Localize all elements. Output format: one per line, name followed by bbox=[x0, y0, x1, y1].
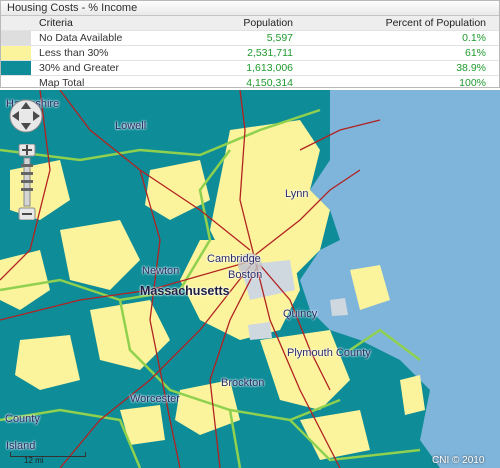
legend-row-no-data: No Data Available 5,597 0.1% bbox=[1, 31, 499, 46]
legend-panel: Housing Costs - % Income Criteria Popula… bbox=[0, 0, 500, 91]
pan-arrows-icon[interactable] bbox=[8, 98, 44, 134]
percent-value: 0.1% bbox=[462, 32, 486, 44]
scale-label: 12 mi bbox=[24, 456, 44, 465]
legend-row-high: 30% and Greater 1,613,006 38.9% bbox=[1, 61, 499, 76]
high-swatch bbox=[1, 61, 31, 75]
population-header: Population bbox=[243, 17, 293, 29]
pan-control[interactable] bbox=[8, 98, 44, 134]
place-label: Lowell bbox=[115, 120, 147, 132]
no-data-swatch bbox=[1, 31, 31, 45]
criteria-label: No Data Available bbox=[39, 32, 123, 44]
population-value: 1,613,006 bbox=[246, 62, 293, 74]
criteria-header: Criteria bbox=[39, 17, 73, 29]
place-label: Worcester bbox=[130, 393, 180, 405]
criteria-label: Map Total bbox=[39, 77, 85, 89]
legend-row-low: Less than 30% 2,531,711 61% bbox=[1, 46, 499, 61]
place-label: Island bbox=[6, 440, 36, 452]
criteria-label: Less than 30% bbox=[39, 47, 109, 59]
scale-bar bbox=[10, 452, 86, 457]
population-value: 5,597 bbox=[266, 32, 293, 44]
place-label: Cambridge bbox=[207, 253, 261, 265]
population-value: 2,531,711 bbox=[247, 47, 293, 59]
zoom-slider[interactable] bbox=[18, 143, 36, 221]
population-value: 4,150,314 bbox=[246, 77, 293, 89]
place-label: Brockton bbox=[221, 377, 265, 389]
percent-value: 61% bbox=[464, 47, 486, 59]
place-label: Boston bbox=[228, 269, 263, 281]
percent-value: 38.9% bbox=[456, 62, 486, 74]
place-label: Lynn bbox=[285, 188, 309, 200]
place-label: Newton bbox=[142, 265, 180, 277]
legend-row-total: Map Total 4,150,314 100% bbox=[1, 76, 499, 91]
copyright-text: CNI © 2010 bbox=[432, 455, 485, 466]
zoom-slider-icon[interactable] bbox=[18, 143, 36, 221]
place-label: Quincy bbox=[283, 308, 318, 320]
percent-value: 100% bbox=[459, 77, 486, 89]
criteria-label: 30% and Greater bbox=[39, 62, 119, 74]
low-swatch bbox=[1, 46, 31, 60]
percent-header: Percent of Population bbox=[385, 17, 486, 29]
legend-title: Housing Costs - % Income bbox=[1, 1, 499, 16]
legend-header-row: Criteria Population Percent of Populatio… bbox=[1, 16, 499, 31]
place-label: Plymouth County bbox=[287, 347, 371, 359]
place-label: County bbox=[5, 413, 40, 425]
choropleth-map[interactable]: Hampshire Lowell Lynn Cambridge Newton B… bbox=[0, 90, 500, 468]
state-label: Massachusetts bbox=[140, 284, 230, 298]
map-canvas bbox=[0, 90, 500, 468]
